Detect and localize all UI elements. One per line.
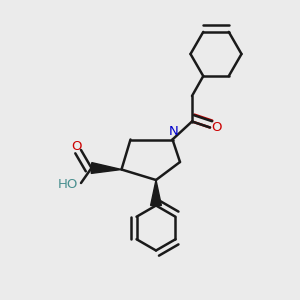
Text: N: N [169, 125, 179, 139]
Text: O: O [71, 140, 82, 154]
Polygon shape [151, 180, 161, 206]
Polygon shape [91, 163, 122, 173]
Text: O: O [211, 121, 222, 134]
Text: HO: HO [58, 178, 79, 191]
